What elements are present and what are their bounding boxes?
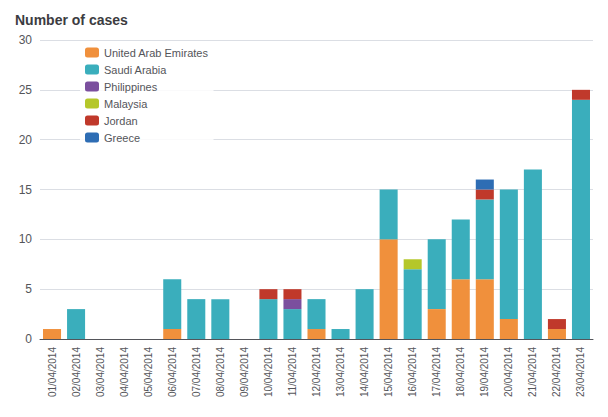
- svg-text:01/04/2014: 01/04/2014: [47, 347, 58, 397]
- svg-text:Saudi Arabia: Saudi Arabia: [104, 64, 167, 76]
- svg-text:0: 0: [25, 332, 32, 346]
- svg-text:08/04/2014: 08/04/2014: [215, 347, 226, 397]
- svg-text:Philippines: Philippines: [104, 81, 158, 93]
- svg-text:15: 15: [19, 183, 33, 197]
- svg-text:12/04/2014: 12/04/2014: [311, 347, 322, 397]
- svg-text:5: 5: [25, 282, 32, 296]
- svg-text:21/04/2014: 21/04/2014: [527, 347, 538, 397]
- svg-text:13/04/2014: 13/04/2014: [335, 347, 346, 397]
- svg-text:Number of cases: Number of cases: [15, 12, 128, 28]
- svg-text:15/04/2014: 15/04/2014: [383, 347, 394, 397]
- svg-text:02/04/2014: 02/04/2014: [71, 347, 82, 397]
- svg-text:23/04/2014: 23/04/2014: [575, 347, 586, 397]
- svg-text:25: 25: [19, 83, 33, 97]
- svg-text:16/04/2014: 16/04/2014: [407, 347, 418, 397]
- svg-text:04/04/2014: 04/04/2014: [119, 347, 130, 397]
- svg-text:30: 30: [19, 33, 33, 47]
- svg-text:20: 20: [19, 133, 33, 147]
- svg-text:10: 10: [19, 232, 33, 246]
- svg-text:09/04/2014: 09/04/2014: [239, 347, 250, 397]
- svg-text:05/04/2014: 05/04/2014: [143, 347, 154, 397]
- svg-text:Malaysia: Malaysia: [104, 98, 148, 110]
- svg-text:10/04/2014: 10/04/2014: [263, 347, 274, 397]
- svg-text:11/04/2014: 11/04/2014: [287, 347, 298, 397]
- svg-text:20/04/2014: 20/04/2014: [503, 347, 514, 397]
- svg-text:03/04/2014: 03/04/2014: [95, 347, 106, 397]
- svg-text:07/04/2014: 07/04/2014: [191, 347, 202, 397]
- svg-text:United Arab Emirates: United Arab Emirates: [104, 47, 208, 59]
- svg-text:18/04/2014: 18/04/2014: [455, 347, 466, 397]
- svg-text:14/04/2014: 14/04/2014: [359, 347, 370, 397]
- svg-text:Jordan: Jordan: [104, 115, 138, 127]
- svg-text:22/04/2014: 22/04/2014: [551, 347, 562, 397]
- svg-text:Greece: Greece: [104, 132, 140, 144]
- svg-text:19/04/2014: 19/04/2014: [479, 347, 490, 397]
- svg-text:17/04/2014: 17/04/2014: [431, 347, 442, 397]
- svg-text:06/04/2014: 06/04/2014: [167, 347, 178, 397]
